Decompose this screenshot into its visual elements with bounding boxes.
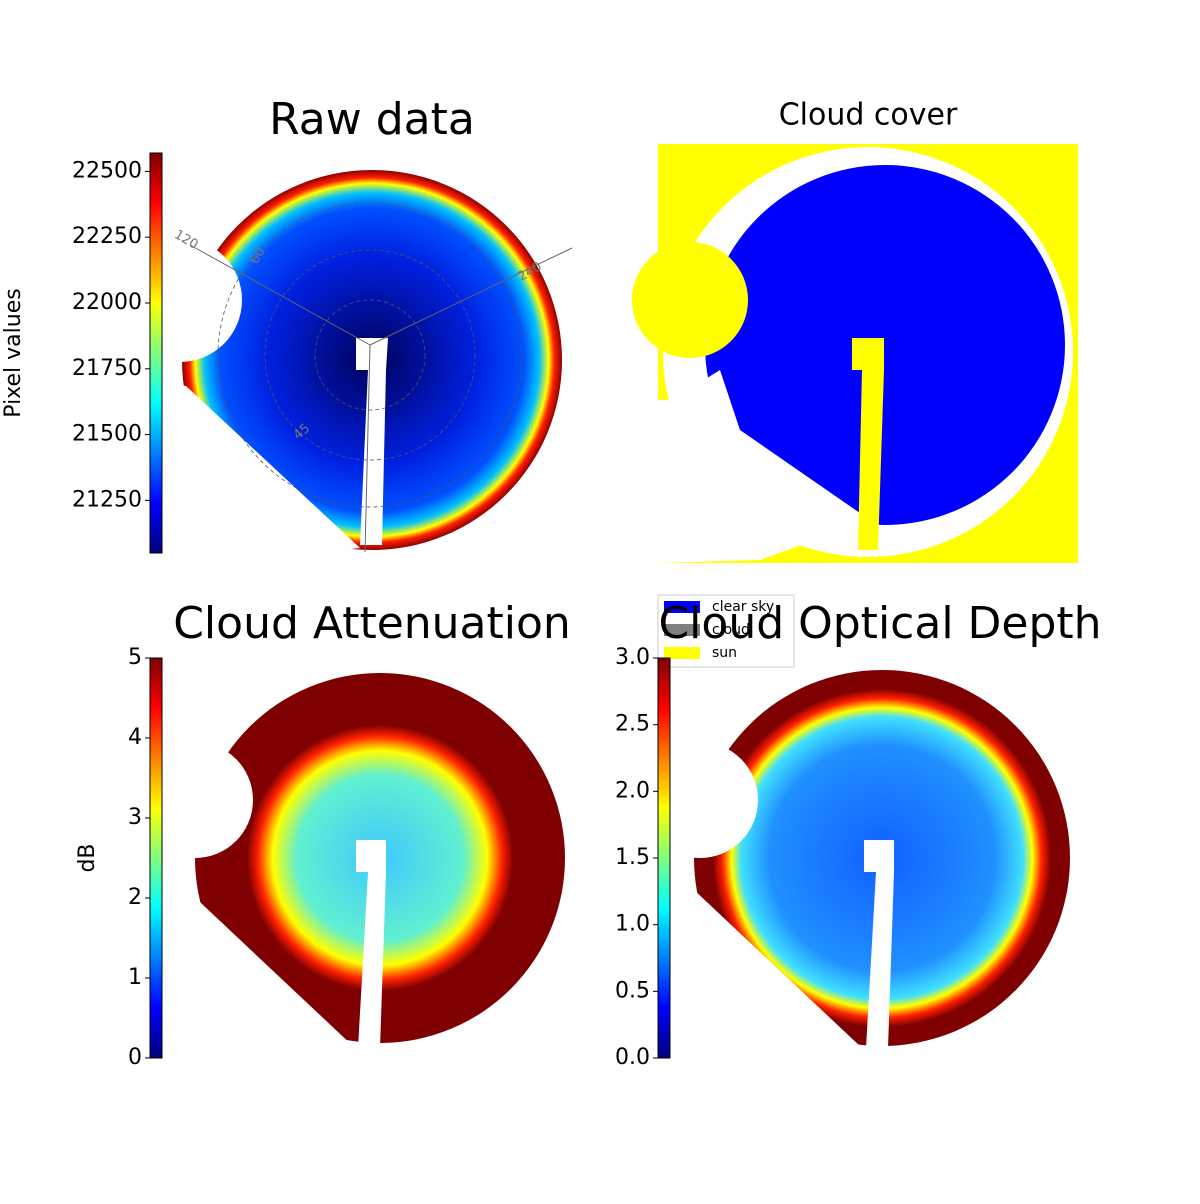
colorbar-tick-label: 22000 xyxy=(72,290,142,315)
legend-swatch xyxy=(664,601,700,613)
colorbar-tick-label: 21500 xyxy=(72,422,142,447)
colorbar-tick-label: 2 xyxy=(128,885,142,910)
colorbar-tick-label: 2.5 xyxy=(615,712,650,737)
cloud-cover-image xyxy=(632,144,1078,563)
colorbar-tick-label: 2.0 xyxy=(615,778,650,803)
colorbar-tick-label: 1 xyxy=(128,965,142,990)
colorbar-tick-label: 0 xyxy=(128,1045,142,1070)
panel-title: Cloud Attenuation xyxy=(173,598,571,649)
legend-label: sun xyxy=(712,645,737,661)
colorbar-tick-label: 22500 xyxy=(72,158,142,183)
colorbar xyxy=(149,152,163,554)
legend-swatch xyxy=(664,624,700,636)
colorbar-tick-label: 22250 xyxy=(72,224,142,249)
colorbar xyxy=(149,657,163,1059)
legend-label: clear sky xyxy=(712,599,774,615)
colorbar-tick-label: 21750 xyxy=(72,356,142,381)
panel-title: Cloud Optical Depth xyxy=(658,598,1101,649)
legend-swatch xyxy=(664,647,700,659)
polar-annotation: 60 xyxy=(247,245,268,267)
colorbar-tick-label: 5 xyxy=(128,645,142,670)
colorbar-tick-label: 3 xyxy=(128,805,142,830)
colorbar-tick-label: 0.5 xyxy=(615,978,650,1003)
colorbar-tick-label: 21250 xyxy=(72,487,142,512)
attenuation-image xyxy=(137,673,565,1070)
colorbar-label: dB xyxy=(75,843,100,872)
colorbar-tick-label: 4 xyxy=(128,725,142,750)
colorbar-label: Pixel values xyxy=(1,288,26,417)
colorbar-tick-label: 3.0 xyxy=(615,645,650,670)
colorbar xyxy=(657,657,671,1059)
panel-title: Cloud cover xyxy=(779,98,958,133)
raw-image xyxy=(118,170,573,570)
panel-title: Raw data xyxy=(269,94,475,145)
legend-label: cloud xyxy=(712,622,750,638)
colorbar-tick-label: 1.0 xyxy=(615,912,650,937)
colorbar-tick-label: 0.0 xyxy=(615,1045,650,1070)
optical-depth-image xyxy=(642,670,1070,1070)
colorbar-tick-label: 1.5 xyxy=(615,845,650,870)
